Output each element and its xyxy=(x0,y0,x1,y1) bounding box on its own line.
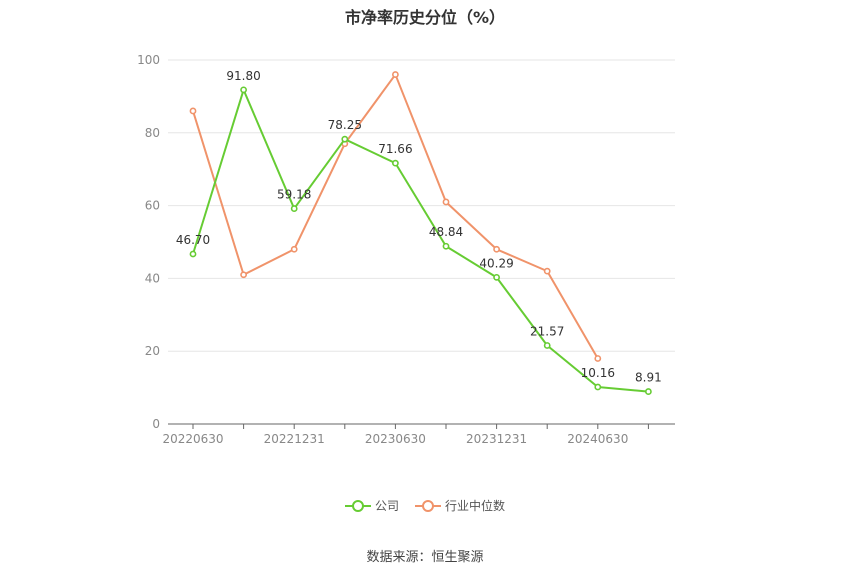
chart-title: 市净率历史分位（%） xyxy=(344,8,506,27)
series-line-0 xyxy=(192,88,649,393)
data-point xyxy=(594,383,602,391)
y-tick-label: 60 xyxy=(145,199,160,213)
legend-swatch-industry-icon xyxy=(415,499,441,512)
data-label: 8.91 xyxy=(635,371,662,385)
y-tick-label: 0 xyxy=(152,417,160,431)
x-tick-label: 20230630 xyxy=(365,432,426,446)
source-note: 数据来源：恒生聚源 xyxy=(366,550,484,565)
y-tick-label: 40 xyxy=(145,271,160,285)
data-label: 48.84 xyxy=(429,225,463,239)
data-point xyxy=(240,271,247,279)
data-point xyxy=(543,267,551,275)
data-label: 71.66 xyxy=(378,142,412,156)
data-point xyxy=(493,245,500,253)
data-point xyxy=(290,245,298,253)
data-label: 78.25 xyxy=(328,118,362,132)
data-point xyxy=(391,159,399,167)
legend-swatch-company-icon xyxy=(344,499,371,512)
x-tick-label: 20221231 xyxy=(264,432,325,446)
data-point xyxy=(391,71,399,78)
data-label: 40.29 xyxy=(479,256,513,270)
y-tick-label: 20 xyxy=(145,344,160,358)
data-point xyxy=(189,250,197,258)
data-label: 46.70 xyxy=(176,233,210,247)
data-point xyxy=(442,198,450,206)
data-label: 21.57 xyxy=(530,324,564,338)
legend-label-company: 公司 xyxy=(374,499,399,513)
x-tick-label: 20240630 xyxy=(567,432,628,446)
data-point xyxy=(290,205,298,212)
legend-item-company[interactable]: 公司 xyxy=(344,497,399,514)
legend-label-industry-median: 行业中位数 xyxy=(445,499,506,513)
data-point xyxy=(442,242,450,250)
data-point xyxy=(240,86,247,94)
data-point xyxy=(341,135,349,143)
series xyxy=(189,71,652,395)
data-point xyxy=(645,388,652,395)
x-tick-label: 20220630 xyxy=(162,432,223,446)
axes: 0 20 40 60 80 100 20220630 20221231 20230630 2023… xyxy=(137,53,675,446)
x-tick-label: 20231231 xyxy=(466,432,527,446)
data-label: 59.18 xyxy=(277,188,311,202)
data-point xyxy=(594,355,602,362)
series-line-1 xyxy=(192,73,599,359)
y-tick-label: 100 xyxy=(137,53,160,67)
data-labels: 46.70 91.80 59.18 78.25 71.66 48.84 40.29 21.57… xyxy=(176,69,662,385)
data-point xyxy=(543,342,551,349)
legend: 公司 行业中位数 xyxy=(0,497,850,514)
y-tick-label: 80 xyxy=(145,126,160,140)
legend-item-industry-median[interactable]: 行业中位数 xyxy=(415,497,505,514)
data-label: 10.16 xyxy=(581,366,615,380)
data-point xyxy=(189,107,197,115)
data-label: 91.80 xyxy=(226,69,260,83)
data-point xyxy=(493,273,500,281)
